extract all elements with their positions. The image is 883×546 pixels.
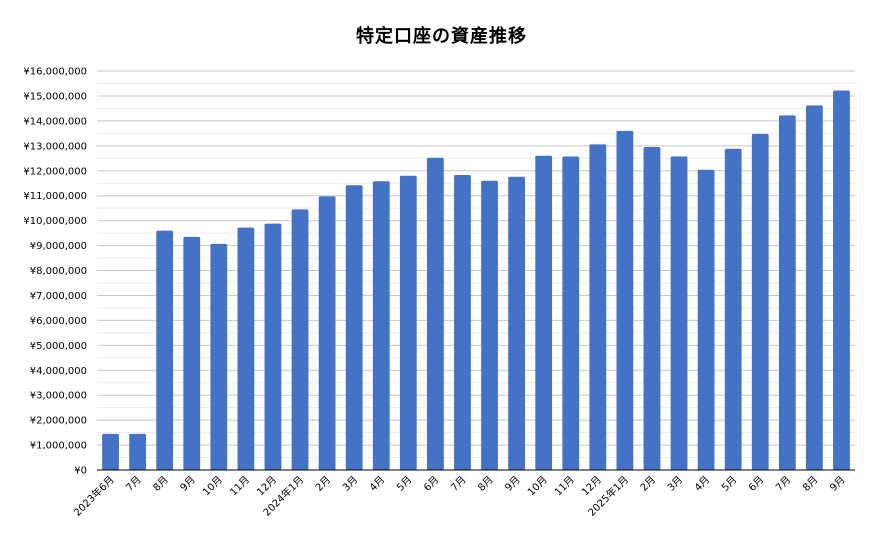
bar bbox=[589, 144, 607, 470]
bars bbox=[102, 90, 850, 471]
bar bbox=[183, 236, 201, 470]
x-tick-label: 7月 bbox=[124, 474, 144, 494]
bar bbox=[291, 209, 309, 470]
bar bbox=[724, 148, 742, 470]
x-tick-label: 7月 bbox=[773, 474, 793, 494]
x-tick-label: 5月 bbox=[719, 474, 739, 494]
bar bbox=[751, 133, 769, 470]
y-tick-label: ¥11,000,000 bbox=[23, 191, 87, 202]
y-tick-label: ¥2,000,000 bbox=[30, 416, 87, 427]
x-tick-label: 4月 bbox=[692, 474, 712, 494]
bar bbox=[535, 155, 553, 470]
y-tick-label: ¥13,000,000 bbox=[23, 141, 87, 152]
x-tick-label: 9月 bbox=[178, 474, 198, 494]
x-tick-label: 5月 bbox=[394, 474, 414, 494]
x-tick-label: 2月 bbox=[313, 474, 333, 494]
bar bbox=[508, 176, 525, 471]
bar bbox=[237, 227, 255, 470]
y-tick-label: ¥1,000,000 bbox=[30, 441, 87, 452]
x-tick-label: 10月 bbox=[200, 474, 225, 499]
y-tick-label: ¥14,000,000 bbox=[23, 116, 87, 127]
y-tick-label: ¥10,000,000 bbox=[23, 216, 87, 227]
x-tick-label: 6月 bbox=[746, 474, 766, 494]
y-tick-label: ¥7,000,000 bbox=[30, 291, 87, 302]
y-tick-label: ¥6,000,000 bbox=[30, 316, 87, 327]
bar bbox=[562, 156, 580, 470]
x-tick-label: 11月 bbox=[227, 474, 252, 499]
bar bbox=[697, 169, 715, 470]
x-tick-label: 12月 bbox=[255, 474, 280, 499]
x-tick-label: 9月 bbox=[828, 474, 848, 494]
bar bbox=[399, 175, 417, 471]
y-tick-label: ¥4,000,000 bbox=[30, 366, 87, 377]
bar bbox=[372, 181, 390, 470]
bar bbox=[264, 223, 282, 470]
x-tick-label: 10月 bbox=[525, 474, 550, 499]
y-tick-label: ¥5,000,000 bbox=[30, 341, 87, 352]
bar bbox=[129, 433, 146, 470]
x-tick-label: 3月 bbox=[665, 474, 685, 494]
bar bbox=[318, 196, 336, 471]
x-tick-label: 8月 bbox=[800, 474, 820, 494]
y-tick-label: ¥12,000,000 bbox=[23, 166, 87, 177]
y-tick-label: ¥15,000,000 bbox=[23, 91, 87, 102]
y-tick-labels: ¥0 ¥1,000,000 ¥2,000,000 ¥3,000,000 ¥4,000,0… bbox=[23, 67, 87, 477]
bar bbox=[616, 130, 634, 470]
x-tick-label: 3月 bbox=[340, 474, 360, 494]
chart-title: 特定口座の資産推移 bbox=[356, 26, 527, 47]
y-tick-label: ¥0 bbox=[74, 466, 87, 477]
x-tick-label: 11月 bbox=[552, 474, 577, 499]
bar bbox=[778, 115, 796, 471]
bar bbox=[670, 156, 688, 470]
x-tick-label: 7月 bbox=[449, 474, 469, 494]
bar bbox=[806, 105, 823, 470]
bar bbox=[481, 180, 498, 470]
y-tick-label: ¥16,000,000 bbox=[23, 67, 87, 78]
x-tick-label: 12月 bbox=[579, 474, 604, 499]
bar bbox=[643, 147, 661, 470]
x-tick-label: 4月 bbox=[367, 474, 387, 494]
bar bbox=[156, 230, 174, 470]
x-tick-label: 2月 bbox=[638, 474, 658, 494]
x-tick-label: 6月 bbox=[421, 474, 441, 494]
bar bbox=[210, 243, 228, 470]
bar bbox=[427, 157, 444, 470]
bar bbox=[454, 174, 471, 470]
bar bbox=[102, 433, 119, 470]
y-tick-label: ¥9,000,000 bbox=[30, 241, 87, 252]
x-tick-label: 2023年6月 bbox=[71, 473, 117, 519]
bar bbox=[833, 90, 850, 471]
bar bbox=[345, 185, 363, 470]
x-tick-label: 9月 bbox=[503, 474, 523, 494]
y-tick-label: ¥3,000,000 bbox=[30, 391, 87, 402]
x-tick-label: 8月 bbox=[151, 474, 171, 494]
x-tick-label: 8月 bbox=[476, 474, 496, 494]
y-tick-label: ¥8,000,000 bbox=[30, 266, 87, 277]
